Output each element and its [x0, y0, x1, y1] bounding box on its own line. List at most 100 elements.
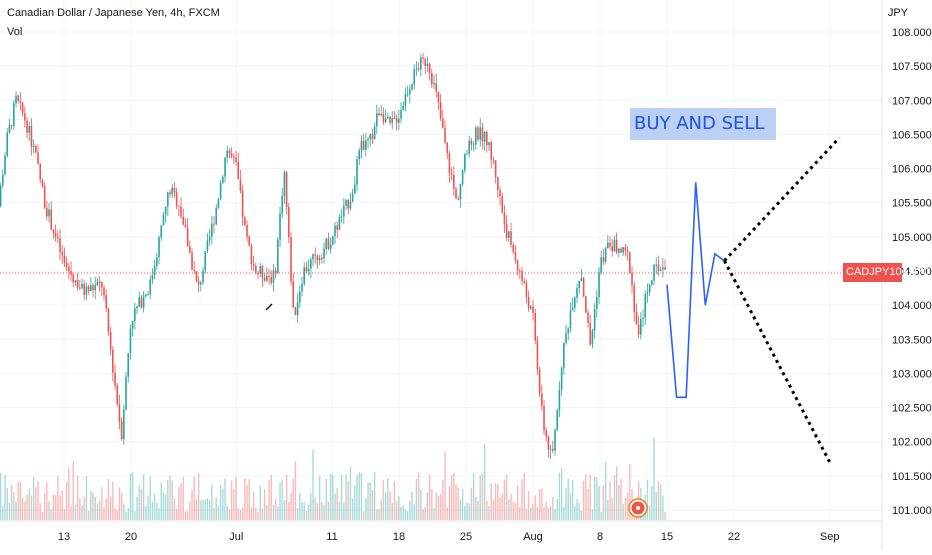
time-tick-label: Aug — [523, 531, 543, 543]
volume-bar — [193, 476, 195, 520]
volume-bar — [105, 498, 107, 520]
candle-body — [17, 95, 20, 102]
candle-body — [648, 284, 651, 293]
candle-body — [402, 105, 405, 111]
volume-bar — [398, 495, 400, 520]
candle-body — [138, 297, 141, 307]
candle-body — [257, 273, 259, 275]
candle-body — [622, 247, 625, 253]
volume-bar — [74, 504, 77, 520]
volume-bar — [204, 499, 206, 520]
candle-body — [272, 270, 275, 283]
candle-body — [288, 207, 290, 238]
volume-bar — [30, 495, 33, 520]
time-tick-label: Jul — [229, 531, 243, 543]
candle-body — [321, 258, 323, 260]
volume-bar — [435, 492, 437, 520]
candle-body — [259, 266, 262, 274]
candle-body — [336, 225, 339, 230]
candle-body — [197, 281, 200, 285]
volume-bar — [116, 509, 118, 520]
candle-body — [195, 271, 198, 282]
volume-bar — [466, 502, 468, 520]
candle-body — [94, 285, 97, 291]
volume-bar — [173, 498, 176, 520]
candle-body — [21, 102, 24, 114]
candle-body — [57, 236, 59, 239]
candle-body — [136, 306, 138, 309]
volume-bar — [208, 500, 211, 520]
volume-bar — [457, 487, 459, 520]
volume-bar — [365, 497, 367, 520]
volume-bar — [46, 482, 48, 520]
candle-body — [268, 276, 270, 278]
candle-body — [574, 297, 576, 308]
volume-bar — [312, 449, 314, 520]
volume-bar — [402, 505, 404, 520]
candle-body — [46, 207, 48, 217]
candle-body — [558, 389, 561, 411]
candle-body — [543, 405, 545, 431]
candle-body — [30, 125, 33, 147]
candle-body — [347, 199, 350, 209]
volume-bar — [224, 478, 226, 520]
time-tick-label: 25 — [460, 531, 472, 543]
buy-and-sell-callout[interactable]: BUY AND SELL — [630, 108, 776, 140]
candle-body — [79, 287, 81, 289]
candle-body — [398, 118, 400, 123]
candle-body — [191, 252, 193, 270]
candle-body — [149, 279, 152, 295]
volume-bar — [48, 501, 50, 520]
symbol-title[interactable]: Canadian Dollar / Japanese Yen, 4h, FXCM — [7, 7, 220, 19]
candle-body — [213, 223, 215, 225]
volume-bar — [532, 503, 534, 520]
volume-bar — [391, 502, 393, 520]
candle-body — [32, 145, 35, 147]
volume-bar — [59, 495, 61, 520]
volume-bar — [0, 472, 2, 520]
candle-body — [116, 385, 119, 405]
time-axis[interactable]: 13 20 Jul 11 18 25 Aug 8 15 22 Sep — [58, 531, 840, 543]
candle-body — [235, 157, 237, 162]
volume-bar — [169, 475, 171, 520]
volume-bar — [415, 478, 418, 520]
volume-bar — [272, 504, 275, 520]
volume-bar — [563, 507, 565, 520]
volume-bar — [70, 505, 72, 520]
volume-bar — [39, 502, 41, 520]
candle-body — [541, 393, 543, 406]
volume-bar — [123, 503, 125, 520]
volume-bar — [63, 508, 66, 520]
volume-bar — [349, 466, 352, 520]
volume-bar — [464, 505, 466, 520]
candle-body — [147, 294, 149, 296]
volume-bar — [428, 474, 431, 520]
candle-body — [514, 251, 517, 261]
volume-bar — [477, 500, 479, 520]
volume-bar — [57, 475, 59, 520]
time-tick-label: 22 — [728, 531, 740, 543]
volume-label[interactable]: Vol — [7, 26, 23, 38]
candle-body — [239, 179, 242, 191]
candle-body — [618, 248, 620, 253]
volume-bar — [101, 487, 103, 520]
candle-body — [134, 308, 136, 321]
candle-body — [587, 312, 589, 323]
volume-bar — [382, 479, 385, 520]
volume-bar — [19, 482, 22, 520]
volume-bar — [189, 501, 191, 520]
volume-bar — [486, 500, 488, 520]
volume-bar — [35, 487, 37, 520]
candle-body — [508, 231, 510, 238]
volume-bar — [547, 507, 550, 520]
volume-bar — [589, 474, 591, 520]
volume-bar — [263, 488, 266, 520]
candle-body — [494, 160, 497, 177]
candle-body — [523, 281, 526, 283]
alert-icon[interactable] — [628, 498, 648, 518]
candle-body — [343, 205, 345, 217]
candle-body — [85, 286, 88, 295]
volume-bar — [389, 491, 391, 520]
